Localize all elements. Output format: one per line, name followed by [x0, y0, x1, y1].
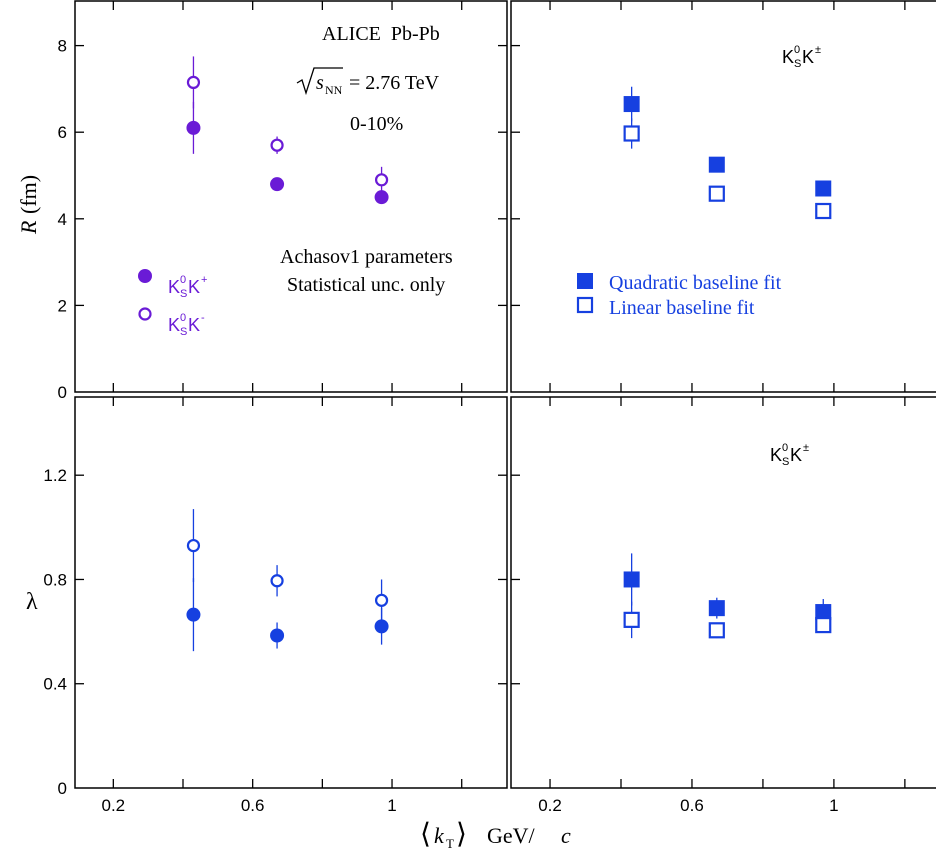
legend-subS-b: S: [180, 326, 187, 338]
pair-label-top-right: K 0 S K ±: [782, 44, 821, 70]
legend-subS-a: S: [180, 288, 187, 300]
data-point-filled-square: [815, 604, 832, 621]
param-line1: Achasov1 parameters: [280, 246, 453, 268]
data-point-open-circle: [186, 75, 201, 90]
pair-sub-tr: S: [794, 58, 801, 70]
legend-linear-label: Linear baseline fit: [609, 297, 755, 319]
experiment-label: ALICE Pb-Pb: [322, 23, 440, 45]
pair-label-bottom-right: K 0 S K ±: [770, 442, 809, 468]
legend-sup0-a: 0: [180, 274, 186, 286]
legend-charge-b: -: [201, 312, 205, 324]
y-tick-label: 0: [58, 779, 67, 798]
x-tick-label: 0.2: [538, 796, 562, 815]
panel-bottom-right-frame: [510, 396, 936, 789]
data-point-filled-circle: [374, 190, 389, 205]
data-point-open-square: [623, 125, 640, 142]
xlabel-unit: GeV/: [487, 823, 536, 848]
data-point-open-circle: [374, 593, 389, 607]
y-tick-label: 2: [58, 296, 67, 315]
data-point-open-square: [815, 202, 832, 220]
x-tick-label: 1: [387, 796, 396, 815]
legend-sup0-b: 0: [180, 312, 186, 324]
legend-k2-b: K: [188, 315, 200, 335]
pair-k2-br: K: [790, 445, 802, 465]
y-tick-label: 1.2: [43, 466, 67, 485]
data-point-filled-circle: [374, 619, 389, 634]
param-line2: Statistical unc. only: [287, 274, 445, 296]
pair-k2-tr: K: [802, 47, 814, 67]
y-tick-label: 0.4: [43, 675, 67, 694]
legend-marker-filled-square: [577, 273, 593, 289]
x-tick-label: 0.6: [241, 796, 265, 815]
sqrt-s-value: = 2.76 TeV: [349, 72, 440, 94]
panel-top-right-frame: [510, 0, 936, 393]
pair-sub-br: S: [782, 456, 789, 468]
data-point-filled-square: [708, 156, 725, 173]
legend-k-a: K: [168, 277, 180, 297]
y-tick-label: 0.8: [43, 570, 67, 589]
x-tick-label: 0.6: [680, 796, 704, 815]
data-point-open-circle: [374, 173, 389, 187]
y-tick-label: 4: [58, 210, 67, 229]
sqrt-s-sub: NN: [325, 83, 343, 97]
xlabel-sub: T: [446, 836, 454, 851]
pair-charge-br: ±: [803, 442, 809, 454]
xlabel-rangle: ⟩: [456, 819, 467, 850]
pair-sup-br: 0: [782, 442, 788, 454]
xlabel-c: c: [561, 823, 571, 848]
legend-label-k0s-kminus: K 0 S K -: [168, 312, 205, 338]
data-point-filled-circle: [270, 628, 285, 643]
ylabel-lambda: λ: [26, 589, 38, 615]
data-point-filled-square: [623, 96, 640, 113]
x-tick-label: 0.2: [102, 796, 126, 815]
legend-label-k0s-kplus: K 0 S K +: [168, 274, 207, 300]
legend-charge-a: +: [201, 274, 207, 286]
sqrt-s: s: [316, 72, 324, 94]
pair-sup-tr: 0: [794, 44, 800, 56]
pair-k-br: K: [770, 445, 782, 465]
data-point-open-square: [708, 622, 725, 639]
panel-top-left-frame: [74, 0, 508, 393]
data-point-filled-square: [623, 571, 640, 588]
sqrt-symbol: [296, 67, 343, 96]
data-point-filled-circle: [270, 177, 285, 192]
y-tick-label: 8: [58, 37, 67, 56]
data-point-filled-circle: [186, 607, 201, 622]
centrality-label: 0-10%: [350, 113, 403, 135]
x-tick-label: 1: [829, 796, 838, 815]
data-point-open-circle: [186, 538, 201, 553]
axis-ticks: [75, 1, 906, 788]
energy-label: s NN = 2.76 TeV: [296, 67, 440, 97]
pair-charge-tr: ±: [815, 44, 821, 56]
data-point-open-circle: [270, 138, 284, 152]
data-point-filled-square: [815, 180, 832, 197]
legend-marker-open-square: [576, 296, 594, 314]
data-point-open-square: [623, 611, 640, 628]
xlabel-k: k: [434, 823, 445, 848]
ylabel-R-unit: (fm): [16, 175, 41, 214]
y-tick-label: 6: [58, 123, 67, 142]
data-point-open-square: [815, 616, 832, 634]
tick-labels: 0 2 4 6 8 0 0.4 0.8 1.2 0.2 0.6 1 0.2 0.6 1: [43, 37, 838, 815]
data-point-filled-square: [708, 600, 725, 617]
xlabel: ⟨ k T ⟩ GeV/ c: [420, 819, 571, 851]
data-point-open-circle: [270, 574, 284, 588]
xlabel-langle: ⟨: [420, 819, 431, 850]
pair-k-tr: K: [782, 47, 794, 67]
ylabel-R: R: [16, 220, 41, 235]
data-point-filled-circle: [186, 120, 201, 135]
legend-k-b: K: [168, 315, 180, 335]
legend-marker-open-circle: [138, 307, 152, 321]
y-tick-label: 0: [58, 383, 67, 402]
legend-quadratic-label: Quadratic baseline fit: [609, 272, 782, 294]
data-point-open-square: [708, 185, 725, 202]
legend-k2-a: K: [188, 277, 200, 297]
data-marks: [186, 56, 832, 652]
ylabel-top: R (fm): [16, 175, 41, 235]
legend-marker-filled-circle: [138, 269, 152, 283]
panel-bottom-left-frame: [74, 396, 508, 789]
